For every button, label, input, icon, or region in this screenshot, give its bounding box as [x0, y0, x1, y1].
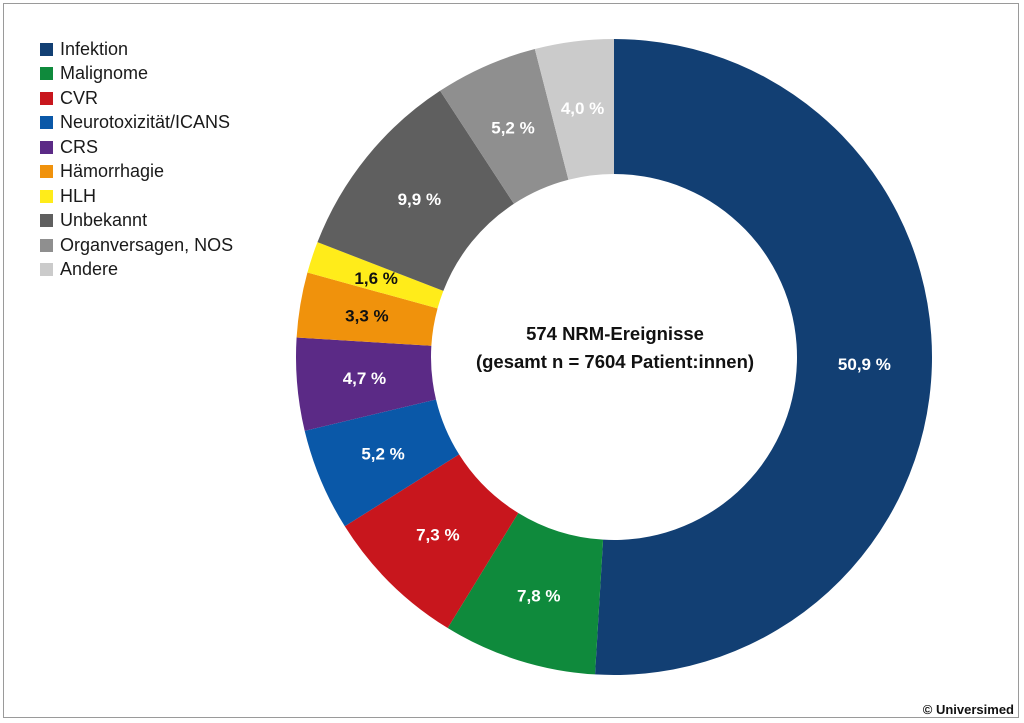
center-label: 574 NRM-Ereignisse (gesamt n = 7604 Pati… — [440, 320, 790, 376]
legend-label: Infektion — [60, 38, 129, 59]
legend-item: Unbekannt — [40, 209, 233, 234]
legend-item: CVR — [40, 86, 233, 111]
slice-data-label: 9,9 % — [398, 190, 441, 209]
legend-label: Unbekannt — [60, 210, 148, 231]
legend-label: Organversagen, NOS — [60, 234, 234, 255]
legend-swatch — [40, 116, 53, 130]
donut-slice — [447, 512, 604, 675]
slice-data-label: 3,3 % — [345, 306, 388, 325]
legend-item: CRS — [40, 135, 233, 160]
legend-swatch — [40, 263, 53, 277]
chart-frame — [3, 3, 1019, 718]
legend-swatch — [40, 238, 53, 252]
legend-item: HLH — [40, 184, 233, 209]
slice-data-label: 1,6 % — [354, 269, 397, 288]
legend-item: Organversagen, NOS — [40, 233, 233, 258]
legend-swatch — [40, 214, 53, 228]
center-title: 574 NRM-Ereignisse — [526, 323, 704, 344]
legend-item: Neurotoxizität/ICANS — [40, 111, 233, 136]
legend-item: Hämorrhagie — [40, 160, 233, 185]
legend-swatch — [40, 165, 53, 179]
donut-slice — [317, 90, 514, 291]
copyright-credit: © Universimed — [922, 702, 1014, 717]
legend-item: Infektion — [40, 37, 233, 62]
legend-swatch — [40, 42, 53, 56]
slice-data-label: 5,2 % — [361, 445, 404, 464]
legend-label: Hämorrhagie — [60, 161, 165, 182]
legend-label: Malignome — [60, 63, 149, 84]
donut-slice — [595, 39, 933, 675]
legend-item: Andere — [40, 258, 233, 283]
donut-slice — [344, 454, 519, 629]
slice-data-label: 4,7 % — [343, 369, 386, 388]
donut-slice — [307, 242, 444, 309]
legend-item: Malignome — [40, 62, 233, 87]
center-subtitle: (gesamt n = 7604 Patient:innen) — [475, 351, 755, 372]
legend-swatch — [40, 91, 53, 105]
legend-swatch — [40, 67, 53, 81]
slice-data-label: 5,2 % — [491, 118, 534, 137]
slice-data-label: 50,9 % — [838, 355, 891, 374]
slice-data-label: 7,8 % — [517, 586, 560, 605]
slice-data-label: 7,3 % — [416, 526, 459, 545]
legend-swatch — [40, 140, 53, 154]
donut-slice — [440, 49, 569, 204]
legend: Infektion Malignome CVR Neurotoxizität/ICAN… — [40, 37, 233, 282]
legend-label: CRS — [60, 136, 99, 157]
legend-label: Neurotoxizität/ICANS — [60, 112, 231, 133]
legend-label: CVR — [60, 87, 99, 108]
legend-swatch — [40, 189, 53, 203]
slice-data-label: 4,0 % — [561, 99, 604, 118]
donut-slice — [304, 399, 460, 527]
legend-label: HLH — [60, 185, 97, 206]
donut-slice — [534, 39, 614, 180]
legend-label: Andere — [60, 259, 119, 280]
donut-slice — [296, 272, 438, 346]
donut-slice — [296, 337, 436, 431]
